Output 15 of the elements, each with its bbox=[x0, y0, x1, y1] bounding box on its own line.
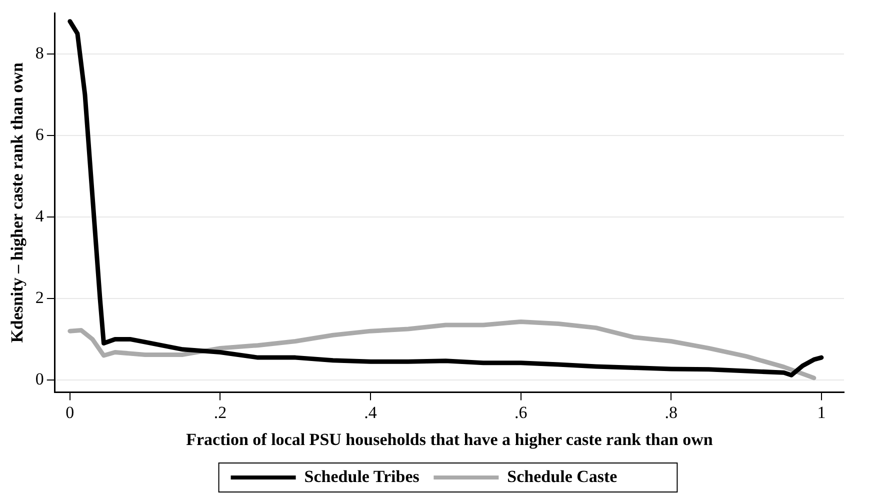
y-tick-label: 6 bbox=[35, 124, 44, 144]
legend-label: Schedule Tribes bbox=[304, 466, 420, 486]
y-tick-label: 0 bbox=[35, 369, 44, 388]
y-tick-label: 4 bbox=[35, 206, 44, 226]
x-axis-title: Fraction of local PSU households that have a higher caste rank than own bbox=[186, 430, 714, 450]
x-tick-label: 0 bbox=[66, 402, 74, 422]
x-tick-label: .8 bbox=[664, 402, 678, 422]
x-tick-label: .2 bbox=[214, 402, 227, 422]
y-tick-label: 8 bbox=[35, 43, 44, 62]
y-axis-title: Kdesnity – higher caste rank than own bbox=[8, 62, 27, 343]
x-tick-label: 1 bbox=[817, 402, 826, 422]
x-tick-label: .4 bbox=[364, 402, 378, 422]
x-tick-label: .6 bbox=[514, 402, 528, 422]
y-tick-label: 2 bbox=[35, 288, 44, 307]
legend-label: Schedule Caste bbox=[507, 466, 618, 486]
